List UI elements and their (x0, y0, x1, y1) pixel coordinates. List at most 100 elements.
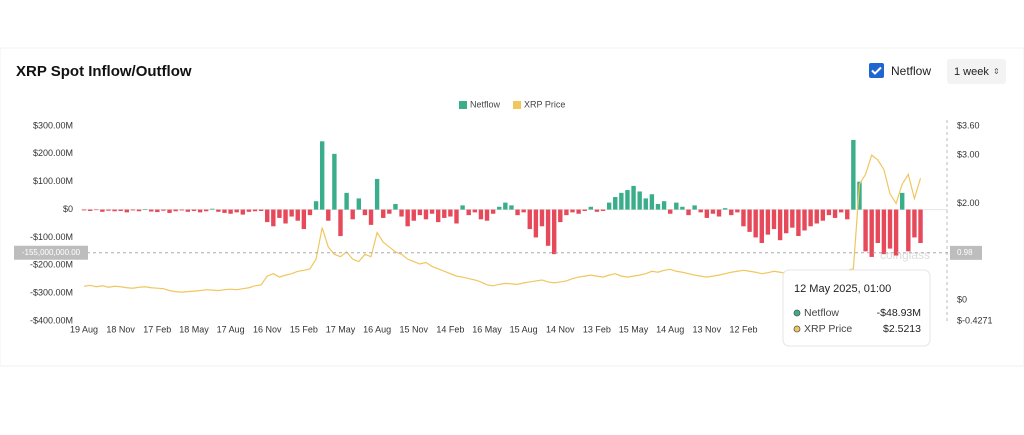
netflow-bar (173, 209, 178, 212)
netflow-bar (637, 191, 642, 210)
legend-label: Netflow (470, 99, 501, 109)
toggle-label[interactable]: Netflow (891, 64, 931, 78)
crosshair-y2-label: 0.98 (957, 248, 973, 257)
interval-label[interactable]: 1 week (954, 66, 989, 78)
netflow-bar (338, 209, 343, 237)
netflow-bar (393, 204, 398, 210)
y-tick-label: -$400.00M (30, 315, 73, 325)
netflow-bar (142, 209, 148, 210)
netflow-bar (234, 209, 239, 213)
netflow-bar (429, 209, 435, 214)
watermark: coinglass (880, 248, 930, 262)
netflow-bar (295, 209, 300, 221)
x-tick-label: 16 Nov (253, 324, 282, 334)
tooltip: 12 May 2025, 01:00 Netflow -$48.93M XRP Pri… (782, 269, 931, 347)
netflow-bar (881, 209, 887, 255)
interval-select[interactable] (947, 59, 1006, 84)
netflow-bar (265, 209, 270, 223)
netflow-bar (661, 201, 667, 210)
netflow-bar (509, 205, 514, 210)
netflow-bar (203, 209, 209, 212)
tooltip-dot (793, 325, 801, 333)
x-tick-label: 14 Aug (656, 324, 684, 334)
crosshair-label-bg (14, 245, 88, 260)
netflow-bar (216, 209, 221, 212)
netflow-bar (606, 202, 612, 210)
netflow-bar (222, 209, 227, 213)
netflow-bar (136, 209, 142, 212)
netflow-bar (832, 209, 838, 218)
crosshair-label-bg (950, 245, 982, 260)
netflow-bar (484, 209, 490, 221)
netflow-bar (326, 209, 331, 221)
netflow-bar (417, 209, 423, 216)
netflow-bar (619, 192, 624, 210)
x-tick-label: 16 May (472, 324, 502, 334)
netflow-bar (692, 205, 697, 210)
y-tick-label: $100.00M (33, 176, 73, 186)
y-tick-label: $300.00M (33, 120, 73, 130)
netflow-bar (155, 209, 160, 213)
x-tick-label: 15 Aug (510, 324, 538, 334)
tooltip-value: -$48.93M (877, 307, 921, 319)
netflow-bar (423, 209, 429, 220)
netflow-bar (784, 209, 789, 234)
netflow-bar (399, 209, 404, 217)
netflow-bar (912, 209, 917, 238)
netflow-bar (851, 139, 856, 210)
netflow-bar (454, 209, 459, 224)
netflow-bar (826, 209, 832, 216)
netflow-bar (802, 209, 807, 231)
netflow-bar (765, 209, 771, 235)
netflow-bar (161, 209, 166, 211)
netflow-bar (179, 209, 184, 211)
netflow-bar (631, 185, 636, 210)
netflow-bar (771, 209, 777, 230)
select-arrow: ⇕ (993, 67, 1000, 76)
netflow-bar (185, 209, 191, 212)
checkbox[interactable] (869, 63, 884, 78)
y-tick-label: -$100.00M (30, 232, 73, 242)
x-tick-label: 17 Feb (143, 324, 171, 334)
netflow-bar (191, 209, 197, 211)
netflow-bar (289, 209, 294, 217)
tooltip-name: Netflow (804, 307, 839, 319)
netflow-bar (863, 209, 868, 252)
y-tick-label: $200.00M (33, 148, 73, 158)
y2-tick-label: $3.00 (957, 149, 980, 159)
x-tick-label: 16 Aug (363, 324, 391, 334)
x-tick-label: 19 Aug (70, 324, 98, 334)
crosshair-y-label: -155,000,000.00 (22, 248, 81, 257)
netflow-bar (643, 198, 648, 210)
netflow-bar (625, 190, 630, 210)
checkmark (871, 66, 882, 75)
netflow-bar (381, 209, 386, 218)
netflow-bar (576, 209, 581, 214)
netflow-bar (240, 209, 245, 215)
y-tick-label: -$200.00M (30, 260, 73, 270)
netflow-bar (613, 197, 618, 210)
netflow-bar (94, 209, 99, 211)
x-tick-label: 14 Feb (436, 324, 464, 334)
netflow-bar (460, 205, 465, 210)
netflow-bar (112, 209, 117, 212)
legend-swatch (459, 101, 467, 109)
x-tick-label: 17 Aug (217, 324, 245, 334)
netflow-bar (124, 209, 129, 213)
x-tick-label: 13 Nov (693, 324, 722, 334)
price-line (83, 154, 922, 293)
netflow-bar (838, 209, 844, 213)
tooltip-dot (793, 309, 801, 317)
netflow-bar (411, 209, 416, 221)
netflow-bar (307, 209, 313, 216)
netflow-bar (283, 209, 288, 224)
netflow-bar (478, 209, 484, 220)
y2-tick-label: $0 (957, 295, 967, 305)
netflow-bar (81, 209, 87, 211)
netflow-bar (405, 209, 410, 227)
netflow-bar (570, 209, 575, 213)
x-tick-label: 12 Feb (729, 324, 757, 334)
netflow-bar (545, 209, 551, 246)
netflow-bar (356, 198, 362, 210)
